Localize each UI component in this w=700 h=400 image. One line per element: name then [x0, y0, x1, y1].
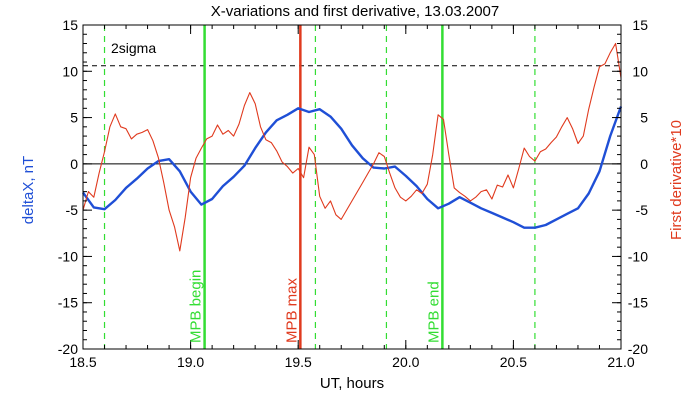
y-right-tick-label: -5 [636, 202, 649, 218]
y-left-tick-label: 15 [62, 17, 78, 33]
y-left-tick-label: -20 [58, 341, 78, 357]
y-axis-right-title: First derivative*10 [668, 120, 685, 240]
deltax-series-line [82, 106, 623, 229]
vertical-marker-label: MPB begin [188, 270, 205, 343]
axis-ticks [82, 24, 622, 350]
y-left-tick-label: -10 [58, 248, 78, 264]
y-right-tick-label: 5 [640, 110, 648, 126]
y-right-tick-label: 10 [632, 63, 648, 79]
y-right-tick-label: 0 [640, 156, 648, 172]
x-tick-label: 21.0 [607, 354, 634, 370]
x-tick-label: 19.0 [177, 354, 204, 370]
x-axis-title: UT, hours [320, 375, 384, 392]
vertical-marker-label: MPB end [425, 281, 442, 343]
vertical-marker-label: MPB max [283, 277, 300, 343]
y-left-tick-label: -5 [66, 202, 79, 218]
y-right-tick-label: 15 [632, 17, 648, 33]
y-right-tick-label: -10 [628, 248, 648, 264]
threshold-label: 2sigma [111, 40, 156, 56]
y-left-tick-label: -15 [58, 295, 78, 311]
plot-area [82, 24, 623, 350]
x-tick-label: 20.0 [392, 354, 419, 370]
x-tick-label: 20.5 [500, 354, 527, 370]
y-axis-left-title: deltaX, nT [20, 156, 37, 224]
x-tick-label: 19.5 [285, 354, 312, 370]
derivative-series-line [82, 42, 622, 252]
y-left-tick-label: 10 [62, 63, 78, 79]
series-group [82, 42, 623, 252]
y-right-tick-label: -15 [628, 295, 648, 311]
plot-frame [82, 24, 622, 350]
x-tick-label: 18.5 [69, 354, 96, 370]
vertical-markers [103, 25, 536, 349]
marker-labels: MPB begin MPB max MPB end [188, 270, 443, 343]
y-right-tick-label: -20 [628, 341, 648, 357]
y-left-tick-label: 0 [70, 156, 78, 172]
chart-title: X-variations and first derivative, 13.03… [211, 3, 500, 20]
y-left-tick-label: 5 [70, 110, 78, 126]
